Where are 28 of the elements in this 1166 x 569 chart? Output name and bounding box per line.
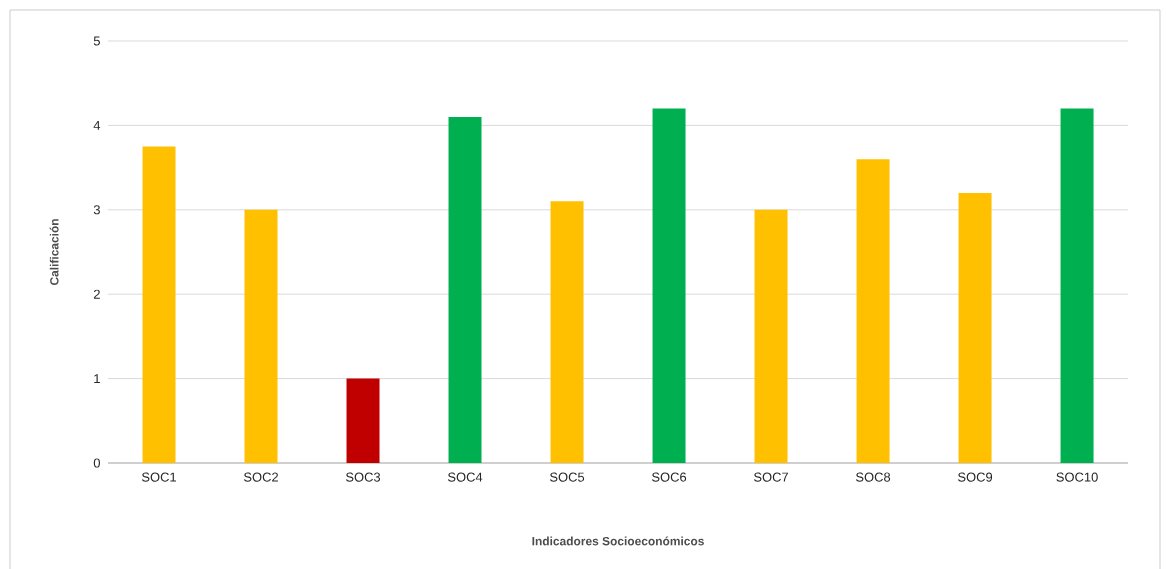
y-tick-label: 3 (93, 205, 100, 215)
x-tick-label: SOC9 (958, 472, 993, 482)
bar (958, 192, 992, 463)
bar (1060, 108, 1094, 463)
x-tick-label: SOC10 (1056, 472, 1098, 482)
x-axis-title: Indicadores Socioeconómicos (532, 536, 704, 546)
x-tick-label: SOC2 (243, 472, 278, 482)
y-tick-label: 4 (93, 120, 101, 130)
x-tick-label: SOC4 (447, 472, 483, 482)
bar (346, 378, 380, 463)
y-axis-title: Calificación (49, 219, 59, 286)
bar (754, 209, 788, 463)
y-tick-label: 0 (93, 458, 100, 468)
y-tick-label: 5 (93, 36, 100, 46)
x-tick-label: SOC1 (141, 472, 177, 482)
x-tick-label: SOC7 (754, 472, 789, 482)
bar (652, 108, 686, 463)
bar (550, 201, 584, 463)
bar (142, 146, 176, 463)
bar (244, 209, 278, 463)
x-tick-label: SOC8 (856, 472, 891, 482)
y-tick-label: 2 (93, 289, 100, 299)
x-tick-label: SOC5 (549, 472, 585, 482)
y-tick-label: 1 (94, 374, 100, 384)
bar (448, 116, 482, 463)
x-tick-label: SOC6 (651, 472, 687, 482)
x-tick-label: SOC3 (345, 472, 381, 482)
bar (856, 159, 890, 463)
